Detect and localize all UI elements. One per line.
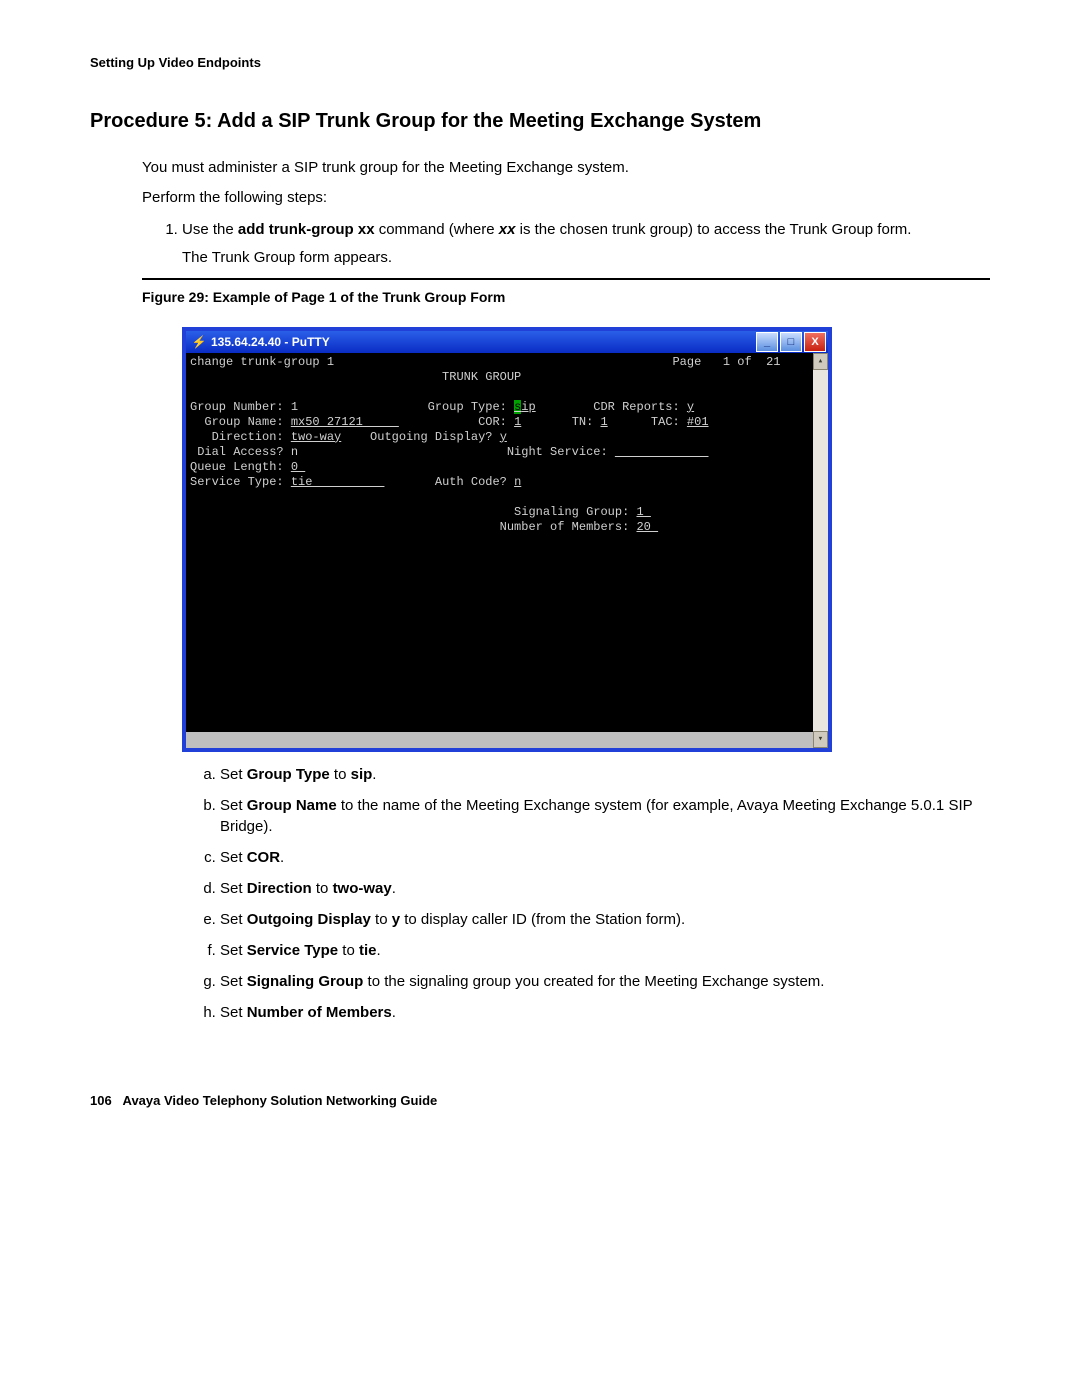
step1-subtext: The Trunk Group form appears.: [182, 248, 990, 268]
numbered-steps: Use the add trunk-group xx command (wher…: [142, 219, 990, 268]
putty-icon: ⚡: [192, 335, 206, 349]
terminal-body[interactable]: change trunk-group 1 Page 1 of 21 TRUNK …: [186, 353, 813, 732]
substep-f: Set Service Type to tie.: [220, 940, 990, 961]
intro-paragraph-2: Perform the following steps:: [142, 188, 990, 208]
substep-g: Set Signaling Group to the signaling gro…: [220, 971, 990, 992]
separator-rule: [142, 278, 990, 280]
scroll-up-icon[interactable]: ▴: [813, 353, 828, 370]
doc-title-footer: Avaya Video Telephony Solution Networkin…: [123, 1093, 438, 1108]
close-button[interactable]: X: [804, 332, 826, 352]
window-titlebar: ⚡ 135.64.24.40 - PuTTY _ □ X: [186, 331, 828, 353]
document-page: Setting Up Video Endpoints Procedure 5: …: [0, 0, 1080, 1148]
substep-d: Set Direction to two-way.: [220, 878, 990, 899]
substep-a: Set Group Type to sip.: [220, 764, 990, 785]
scrollbar[interactable]: ▴ ▾: [813, 353, 828, 748]
minimize-button[interactable]: _: [756, 332, 778, 352]
step1-text-c: command (where: [375, 221, 499, 238]
terminal-left: change trunk-group 1 Page 1 of 21 TRUNK …: [186, 353, 813, 748]
page-number: 106: [90, 1093, 112, 1108]
body-content: You must administer a SIP trunk group fo…: [142, 158, 990, 1023]
substep-e: Set Outgoing Display to y to display cal…: [220, 909, 990, 930]
substep-b: Set Group Name to the name of the Meetin…: [220, 795, 990, 837]
substep-c: Set COR.: [220, 847, 990, 868]
scroll-down-icon[interactable]: ▾: [813, 731, 828, 748]
procedure-title: Procedure 5: Add a SIP Trunk Group for t…: [90, 110, 990, 133]
intro-paragraph-1: You must administer a SIP trunk group fo…: [142, 158, 990, 178]
terminal-inner: change trunk-group 1 Page 1 of 21 TRUNK …: [186, 353, 828, 748]
alpha-substeps: Set Group Type to sip. Set Group Name to…: [180, 764, 990, 1023]
step-1: Use the add trunk-group xx command (wher…: [182, 219, 990, 268]
page-footer: 106 Avaya Video Telephony Solution Netwo…: [90, 1093, 990, 1108]
substep-h: Set Number of Members.: [220, 1002, 990, 1023]
running-head: Setting Up Video Endpoints: [90, 55, 990, 70]
step1-text-e: is the chosen trunk group) to access the…: [515, 221, 911, 238]
maximize-button[interactable]: □: [780, 332, 802, 352]
step1-bold: add trunk-group xx: [238, 221, 375, 238]
terminal-statusbar: [186, 732, 813, 748]
step1-bi: xx: [499, 221, 516, 238]
step1-text-a: Use the: [182, 221, 238, 238]
terminal-window: ⚡ 135.64.24.40 - PuTTY _ □ X change trun…: [182, 327, 832, 752]
scroll-track[interactable]: [813, 370, 828, 731]
figure-caption: Figure 29: Example of Page 1 of the Trun…: [142, 288, 990, 307]
window-title: 135.64.24.40 - PuTTY: [211, 335, 330, 349]
